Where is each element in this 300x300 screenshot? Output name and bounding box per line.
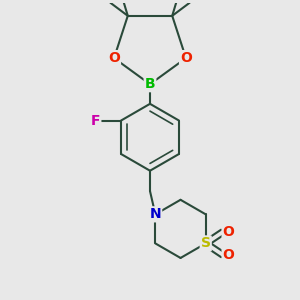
Text: S: S — [201, 236, 211, 250]
Text: B: B — [145, 77, 155, 91]
Text: F: F — [91, 114, 100, 128]
Text: O: O — [108, 51, 120, 65]
Text: O: O — [223, 225, 235, 239]
Text: N: N — [149, 207, 161, 221]
Text: O: O — [180, 51, 192, 65]
Text: O: O — [223, 248, 235, 262]
